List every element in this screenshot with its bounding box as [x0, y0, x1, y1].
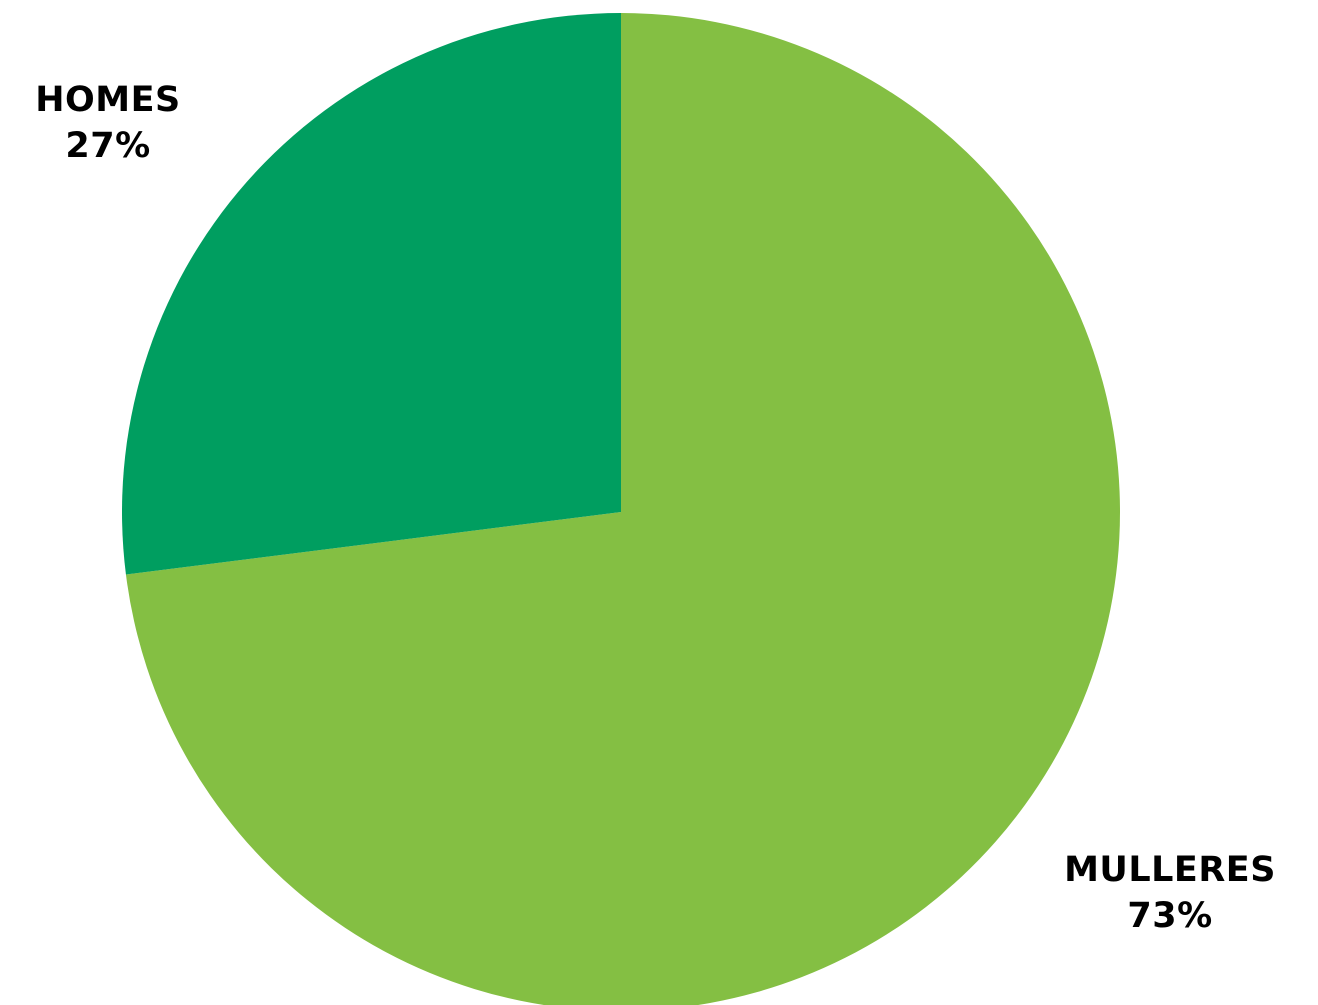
slice-label-homes: HOMES 27%: [28, 77, 188, 169]
slice-label-mulleres: MULLERES 73%: [1050, 847, 1290, 939]
slice-label-mulleres-name: MULLERES: [1064, 850, 1276, 890]
slice-label-homes-value: 27%: [65, 126, 151, 166]
pie-slice-homes: [121, 13, 621, 575]
pie-slice-mulleres: [125, 13, 1120, 1005]
slice-label-homes-name: HOMES: [35, 80, 181, 120]
slice-label-mulleres-value: 73%: [1127, 896, 1213, 936]
